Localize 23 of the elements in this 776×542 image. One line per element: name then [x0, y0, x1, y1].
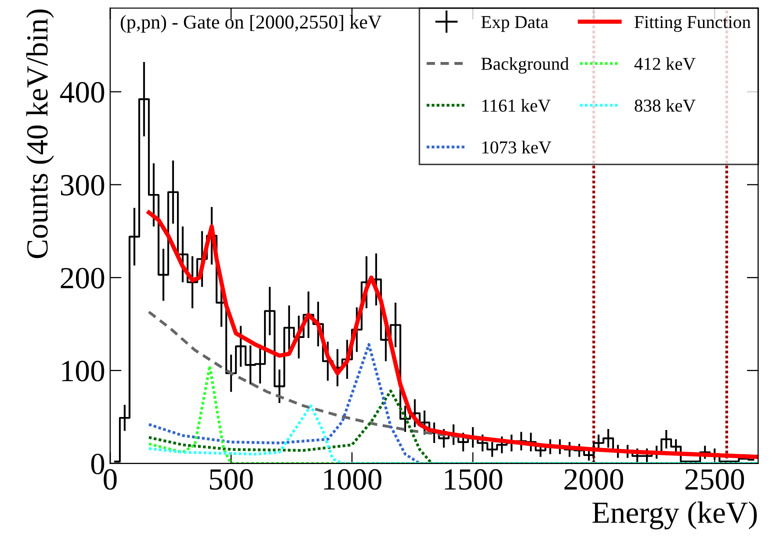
x-tick-label: 1500	[444, 469, 502, 490]
legend-label: Exp Data	[481, 16, 548, 32]
y-tick-label: 100	[62, 360, 104, 382]
line-series	[146, 210, 758, 459]
y-tick-label: 400	[60, 82, 104, 103]
legend-label: 838 keV	[634, 99, 696, 112]
y-tick-label: 0	[91, 454, 104, 474]
y-tick-label: 200	[60, 268, 104, 288]
chart-title: (p,pn) - Gate on [2000,2550] keV	[120, 14, 382, 33]
y-tick-label: 300	[60, 174, 104, 196]
x-tick-label: 2000	[564, 469, 624, 490]
x-tick-label: 2500	[685, 469, 744, 490]
x-tick-label: 1000	[324, 469, 382, 490]
line-series	[147, 364, 758, 464]
x-axis-title: Energy (keV)	[592, 502, 757, 530]
legend-label: 412 keV	[634, 57, 696, 70]
line-series	[147, 343, 758, 464]
legend-label: 1161 keV	[482, 99, 551, 112]
legend-label: Background	[481, 57, 569, 74]
y-axis-title: Counts (40 keV/bin)	[26, 9, 54, 258]
x-tick-label: 500	[210, 469, 253, 490]
legend-label: Fitting Function	[634, 16, 751, 32]
legend-label: 1073 keV	[482, 140, 552, 154]
